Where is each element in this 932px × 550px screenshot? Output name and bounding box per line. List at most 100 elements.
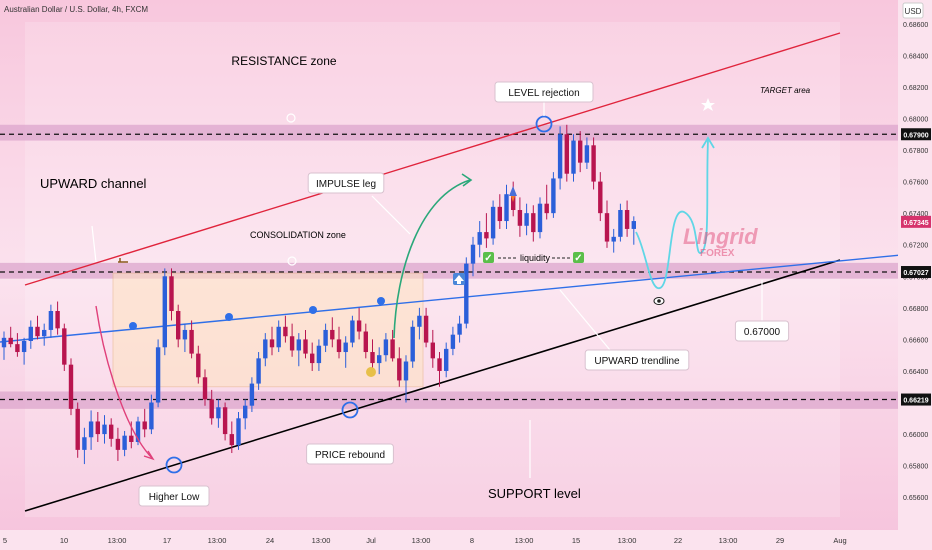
price-0-67000-label-box bbox=[734, 320, 790, 342]
candle-body bbox=[611, 236, 616, 242]
x-tick-label: 13:00 bbox=[719, 536, 738, 545]
x-tick-label: 13:00 bbox=[412, 536, 431, 545]
x-tick-label: 13:00 bbox=[618, 536, 637, 545]
candle-body bbox=[142, 421, 147, 430]
currency-badge bbox=[902, 2, 924, 19]
upward-trendline-label-box bbox=[584, 349, 690, 371]
resistance-zone-band bbox=[0, 124, 898, 141]
hammer-icon bbox=[118, 258, 128, 263]
level-rejection-marker[interactable] bbox=[535, 115, 553, 133]
candle-body bbox=[256, 358, 261, 384]
candle-body bbox=[68, 364, 74, 409]
liquidity-marker: ✓ liquidity ✓ bbox=[483, 252, 584, 264]
candle-body bbox=[75, 408, 80, 450]
projection-arrowhead bbox=[701, 136, 715, 149]
candle-body bbox=[48, 311, 54, 330]
candle bbox=[403, 355, 409, 403]
candle bbox=[316, 339, 322, 371]
candle bbox=[249, 377, 255, 412]
x-tick-label: 22 bbox=[674, 536, 682, 545]
candle bbox=[624, 200, 630, 237]
level-rejection-label: LEVEL rejection bbox=[494, 81, 594, 103]
candle bbox=[216, 399, 221, 428]
candle bbox=[28, 320, 33, 349]
candle-body bbox=[276, 326, 281, 348]
candle bbox=[296, 333, 301, 367]
candle bbox=[209, 389, 214, 425]
candle-body bbox=[450, 334, 456, 349]
higher-low-marker[interactable] bbox=[165, 456, 183, 474]
support-level-label: SUPPORT level bbox=[488, 486, 581, 501]
candle-body bbox=[410, 326, 415, 362]
candle-body bbox=[397, 358, 402, 381]
price-axis[interactable]: USD 0.68600 0.68400 0.68200 0.68000 0.67800 0.… bbox=[898, 0, 932, 550]
candle-body bbox=[149, 402, 154, 430]
check-icon bbox=[483, 252, 494, 263]
support-trendline[interactable] bbox=[24, 259, 841, 512]
candle-body bbox=[122, 435, 127, 450]
candle-body bbox=[196, 353, 201, 378]
y-tick-label: 0.66000 bbox=[903, 432, 928, 439]
channel-pointer bbox=[91, 225, 97, 263]
candle-body bbox=[82, 437, 87, 450]
price-badge bbox=[901, 128, 931, 141]
candle-body bbox=[390, 339, 395, 359]
x-tick-label: 13:00 bbox=[515, 536, 534, 545]
candle bbox=[497, 194, 502, 229]
candle bbox=[169, 268, 174, 321]
x-tick-label: 24 bbox=[266, 536, 274, 545]
candle bbox=[243, 399, 248, 430]
y-tick-label: 0.67800 bbox=[903, 148, 928, 155]
candle bbox=[604, 200, 610, 248]
price-rebound-label-text: PRICE rebound bbox=[315, 450, 385, 461]
candle-body bbox=[477, 232, 482, 245]
candle-body bbox=[316, 345, 322, 364]
candle bbox=[423, 307, 429, 348]
candle bbox=[450, 326, 456, 356]
candle bbox=[176, 304, 181, 348]
trendline-touch-dot bbox=[225, 313, 233, 321]
candle bbox=[263, 333, 268, 367]
impulse-pointer bbox=[371, 195, 411, 235]
y-tick-label: 0.68600 bbox=[903, 22, 928, 29]
time-axis[interactable]: 5 10 13:00 17 13:00 24 13:00 Jul 13:00 8 13:00 15 13… bbox=[0, 530, 898, 550]
x-tick-label: 29 bbox=[776, 536, 784, 545]
price-rebound-label: PRICE rebound bbox=[306, 443, 394, 465]
candle bbox=[115, 427, 121, 461]
candle-body bbox=[377, 355, 382, 364]
candle bbox=[48, 304, 54, 338]
candle bbox=[517, 197, 523, 237]
price-badge-label: 0.67345 bbox=[903, 220, 928, 227]
candle-body bbox=[236, 418, 241, 446]
candle-body bbox=[310, 353, 315, 364]
target-area-label: TARGET area bbox=[760, 86, 811, 95]
upward-trendline-label: UPWARD trendline bbox=[584, 349, 690, 371]
candle bbox=[95, 412, 100, 442]
y-tick-label: 0.66800 bbox=[903, 306, 928, 313]
y-tick-label: 0.65800 bbox=[903, 464, 928, 471]
upward-channel-top-line[interactable] bbox=[24, 32, 841, 286]
candle bbox=[68, 358, 74, 416]
impulse-leg-label-box bbox=[307, 172, 385, 194]
candle bbox=[370, 339, 375, 371]
candle bbox=[310, 342, 315, 371]
candle bbox=[182, 323, 188, 353]
candle bbox=[397, 347, 402, 387]
candle bbox=[524, 203, 529, 236]
consolidation-zone-label: CONSOLIDATION zone bbox=[250, 230, 346, 240]
trendline-pointer bbox=[559, 289, 611, 351]
candle bbox=[457, 315, 462, 343]
candle-body bbox=[229, 434, 234, 446]
candle-body bbox=[303, 339, 308, 354]
candle-body bbox=[283, 326, 288, 337]
price-badge-label: 0.67027 bbox=[903, 270, 928, 277]
candle bbox=[598, 172, 603, 222]
candle bbox=[82, 427, 87, 465]
price-rebound-marker[interactable] bbox=[341, 401, 359, 419]
candles bbox=[1, 124, 636, 465]
y-tick-label: 0.67400 bbox=[903, 211, 928, 218]
candle-body bbox=[55, 311, 60, 329]
candle bbox=[35, 315, 40, 340]
eye-pupil bbox=[657, 299, 661, 303]
